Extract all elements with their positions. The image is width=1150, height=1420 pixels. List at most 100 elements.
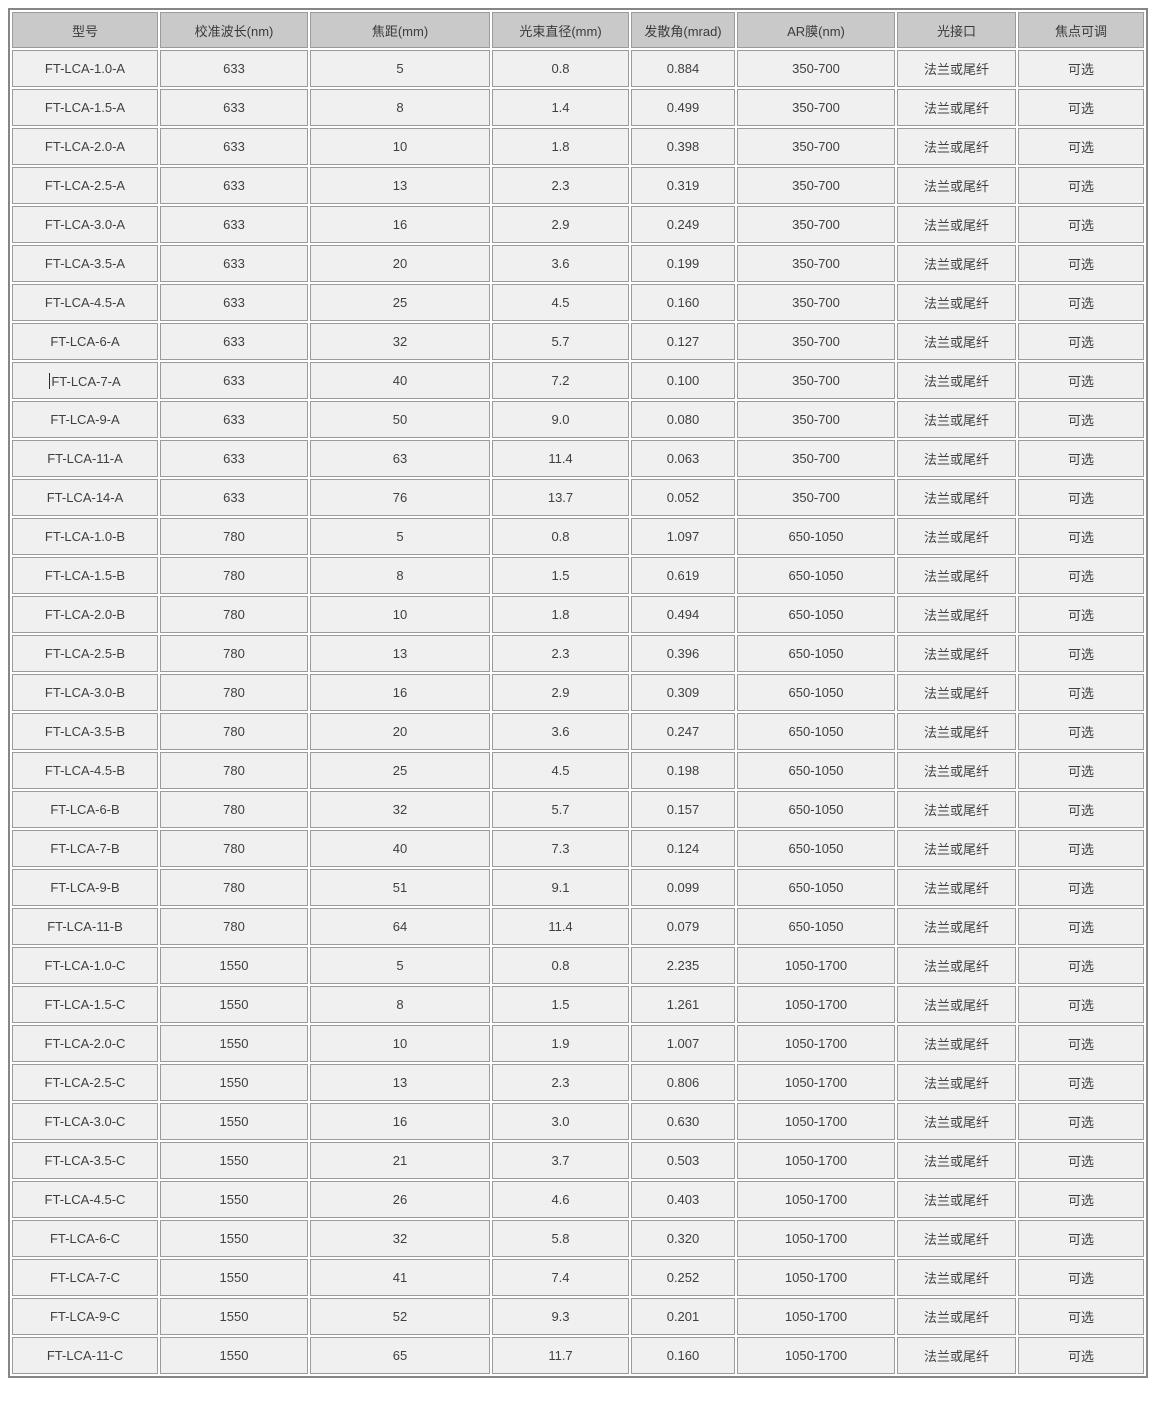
cell: 26 [310, 1181, 490, 1218]
cell: 法兰或尾纤 [897, 1220, 1016, 1257]
cell: 633 [160, 50, 308, 87]
cell: 法兰或尾纤 [897, 245, 1016, 282]
cell: 法兰或尾纤 [897, 440, 1016, 477]
cell: 780 [160, 635, 308, 672]
cell: 650-1050 [737, 791, 895, 828]
cell: 可选 [1018, 1181, 1144, 1218]
table-row: FT-LCA-6-A 633 32 5.7 0.127 350-700 法兰或尾纤 可选 [12, 323, 1144, 360]
table-row: FT-LCA-3.5-C 1550 21 3.7 0.503 1050-1700 法兰或尾纤… [12, 1142, 1144, 1179]
cell: 650-1050 [737, 830, 895, 867]
cell: 0.100 [631, 362, 735, 399]
cell: 法兰或尾纤 [897, 1142, 1016, 1179]
cell: 5 [310, 50, 490, 87]
cell: 1.007 [631, 1025, 735, 1062]
table-row: FT-LCA-9-B 780 51 9.1 0.099 650-1050 法兰或尾纤 可选 [12, 869, 1144, 906]
cell: 0.309 [631, 674, 735, 711]
cell: 13 [310, 635, 490, 672]
cell: 1.4 [492, 89, 629, 126]
cell: 法兰或尾纤 [897, 50, 1016, 87]
cell: 5.7 [492, 791, 629, 828]
cell: 64 [310, 908, 490, 945]
cell: 法兰或尾纤 [897, 362, 1016, 399]
cell: 可选 [1018, 284, 1144, 321]
cell: FT-LCA-4.5-B [12, 752, 158, 789]
cell: 780 [160, 713, 308, 750]
cell: 2.9 [492, 206, 629, 243]
cell: 5.7 [492, 323, 629, 360]
table-row: FT-LCA-1.0-C 1550 5 0.8 2.235 1050-1700 法兰或尾纤可… [12, 947, 1144, 984]
cell: 可选 [1018, 1220, 1144, 1257]
table-row: FT-LCA-4.5-A 633 25 4.5 0.160 350-700 法兰或尾纤 可选 [12, 284, 1144, 321]
cell: 5.8 [492, 1220, 629, 1257]
cell: 7.3 [492, 830, 629, 867]
table-row: FT-LCA-1.5-B 780 8 1.5 0.619 650-1050 法兰或尾纤 可选 [12, 557, 1144, 594]
cell: 650-1050 [737, 518, 895, 555]
column-header: 光接口 [897, 12, 1016, 48]
cell: 1050-1700 [737, 1103, 895, 1140]
cell: 法兰或尾纤 [897, 479, 1016, 516]
cell: 350-700 [737, 128, 895, 165]
cell: 1050-1700 [737, 1142, 895, 1179]
column-header: 型号 [12, 12, 158, 48]
cell: 8 [310, 986, 490, 1023]
cell: 25 [310, 284, 490, 321]
cell: 可选 [1018, 557, 1144, 594]
cell: FT-LCA-3.5-C [12, 1142, 158, 1179]
cell: FT-LCA-6-B [12, 791, 158, 828]
cell: 法兰或尾纤 [897, 1337, 1016, 1374]
table-row: FT-LCA-14-A 633 76 13.7 0.052 350-700 法兰或尾纤 可选 [12, 479, 1144, 516]
cell: 5 [310, 947, 490, 984]
cell: 可选 [1018, 635, 1144, 672]
cell: 76 [310, 479, 490, 516]
cell: FT-LCA-9-A [12, 401, 158, 438]
cell: 633 [160, 245, 308, 282]
cell: 0.396 [631, 635, 735, 672]
table-row: FT-LCA-1.0-B 780 5 0.8 1.097 650-1050 法兰或尾纤 可选 [12, 518, 1144, 555]
cell: 32 [310, 1220, 490, 1257]
cell: 0.8 [492, 947, 629, 984]
cell: FT-LCA-11-B [12, 908, 158, 945]
cell: 633 [160, 479, 308, 516]
cell: 可选 [1018, 440, 1144, 477]
cell: 1050-1700 [737, 1337, 895, 1374]
cell: 法兰或尾纤 [897, 518, 1016, 555]
cell: FT-LCA-2.0-B [12, 596, 158, 633]
cell: 可选 [1018, 206, 1144, 243]
column-header: 光束直径(mm) [492, 12, 629, 48]
cell: 法兰或尾纤 [897, 791, 1016, 828]
cell: 可选 [1018, 1064, 1144, 1101]
cell: 0.199 [631, 245, 735, 282]
table-row: FT-LCA-1.0-A 633 5 0.8 0.884 350-700 法兰或尾纤 可选 [12, 50, 1144, 87]
cell: 可选 [1018, 50, 1144, 87]
cell: FT-LCA-11-A [12, 440, 158, 477]
cell: 633 [160, 362, 308, 399]
cell: 650-1050 [737, 713, 895, 750]
table-row: FT-LCA-6-C 1550 32 5.8 0.320 1050-1700 法兰或尾纤 可选 [12, 1220, 1144, 1257]
cell: 4.6 [492, 1181, 629, 1218]
cell: 32 [310, 791, 490, 828]
cell: 法兰或尾纤 [897, 167, 1016, 204]
table-row: FT-LCA-2.0-A 633 10 1.8 0.398 350-700 法兰或尾纤 可选 [12, 128, 1144, 165]
page: 型号 校准波长(nm) 焦距(mm) 光束直径(mm) 发散角(mrad) AR膜(nm)… [8, 8, 1148, 1378]
cell: 0.499 [631, 89, 735, 126]
cell: 可选 [1018, 713, 1144, 750]
table-row: FT-LCA-2.5-B 780 13 2.3 0.396 650-1050 法兰或尾纤 可选 [12, 635, 1144, 672]
cell: 可选 [1018, 167, 1144, 204]
cell: FT-LCA-1.0-C [12, 947, 158, 984]
cell: 1.097 [631, 518, 735, 555]
cell: 可选 [1018, 323, 1144, 360]
cell: 1550 [160, 947, 308, 984]
cell: 1.8 [492, 128, 629, 165]
cell: 650-1050 [737, 635, 895, 672]
cell: 0.503 [631, 1142, 735, 1179]
cell: 法兰或尾纤 [897, 128, 1016, 165]
cell: 16 [310, 674, 490, 711]
cell: 7.4 [492, 1259, 629, 1296]
cell: 52 [310, 1298, 490, 1335]
cell: FT-LCA-4.5-A [12, 284, 158, 321]
cell: 11.4 [492, 908, 629, 945]
cell: 0.198 [631, 752, 735, 789]
cell: 1050-1700 [737, 1259, 895, 1296]
table-row: FT-LCA-2.0-C 1550 10 1.9 1.007 1050-1700 法兰或尾纤… [12, 1025, 1144, 1062]
cell: FT-LCA-11-C [12, 1337, 158, 1374]
